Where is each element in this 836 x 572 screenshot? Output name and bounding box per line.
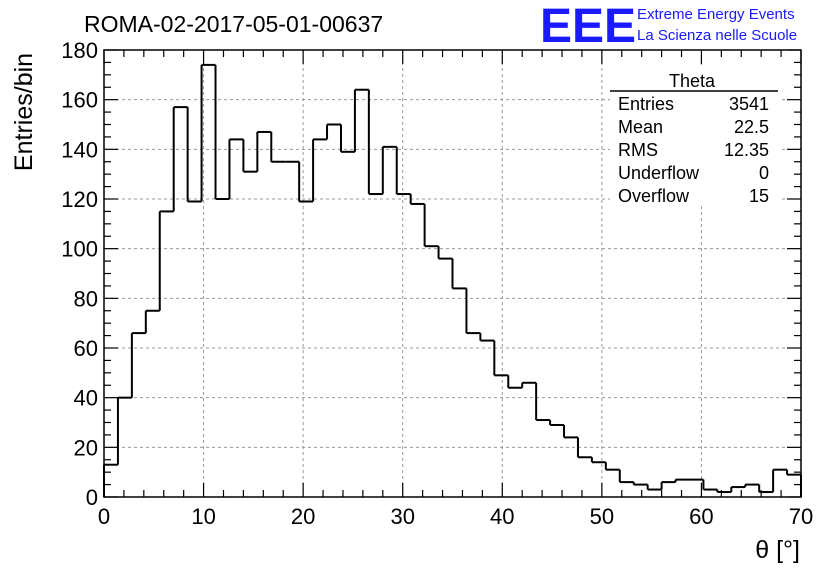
x-tick-label: 60 bbox=[689, 504, 713, 529]
stats-value-entries: 3541 bbox=[729, 94, 769, 114]
y-tick-label: 80 bbox=[74, 286, 98, 311]
x-tick-label: 0 bbox=[98, 504, 110, 529]
x-tick-label: 10 bbox=[191, 504, 215, 529]
stats-value-overflow: 15 bbox=[749, 186, 769, 206]
histogram-bars bbox=[103, 63, 802, 497]
y-tick-label: 60 bbox=[74, 336, 98, 361]
y-axis-label: Entries/bin bbox=[10, 53, 38, 171]
stats-title: Theta bbox=[669, 71, 716, 91]
stats-label-overflow: Overflow bbox=[618, 186, 690, 206]
logo-line-1: Extreme Energy Events bbox=[637, 6, 795, 23]
stats-value-mean: 22.5 bbox=[734, 117, 769, 137]
x-tick-labels: 0 10 20 30 40 50 60 70 bbox=[98, 504, 813, 529]
y-tick-label: 0 bbox=[86, 485, 98, 510]
y-tick-label: 40 bbox=[74, 386, 98, 411]
logo-line-2: La Scienza nelle Scuole bbox=[637, 27, 797, 44]
x-axis-label: θ [°] bbox=[755, 536, 800, 564]
stats-value-underflow: 0 bbox=[759, 163, 769, 183]
stats-value-rms: 12.35 bbox=[724, 140, 769, 160]
eee-logo: EEE bbox=[540, 0, 636, 53]
y-tick-label: 140 bbox=[61, 137, 98, 162]
y-tick-labels: 0 20 40 60 80 100 120 140 160 180 bbox=[61, 38, 98, 510]
y-tick-label: 20 bbox=[74, 435, 98, 460]
x-tick-label: 50 bbox=[590, 504, 614, 529]
y-tick-label: 120 bbox=[61, 187, 98, 212]
stats-box: Theta Entries 3541 Mean 22.5 RMS 12.35 U… bbox=[610, 66, 780, 206]
chart-title: ROMA-02-2017-05-01-00637 bbox=[84, 11, 383, 37]
stats-label-mean: Mean bbox=[618, 117, 663, 137]
stats-box-background bbox=[610, 66, 780, 206]
axis-ticks bbox=[103, 49, 802, 498]
x-tick-label: 40 bbox=[490, 504, 514, 529]
stats-label-rms: RMS bbox=[618, 140, 658, 160]
stats-label-underflow: Underflow bbox=[618, 163, 700, 183]
x-tick-label: 70 bbox=[789, 504, 813, 529]
y-tick-label: 180 bbox=[61, 38, 98, 63]
x-tick-label: 30 bbox=[390, 504, 414, 529]
y-tick-label: 160 bbox=[61, 88, 98, 113]
stats-label-entries: Entries bbox=[618, 94, 674, 114]
x-tick-label: 20 bbox=[291, 504, 315, 529]
y-tick-label: 100 bbox=[61, 237, 98, 262]
